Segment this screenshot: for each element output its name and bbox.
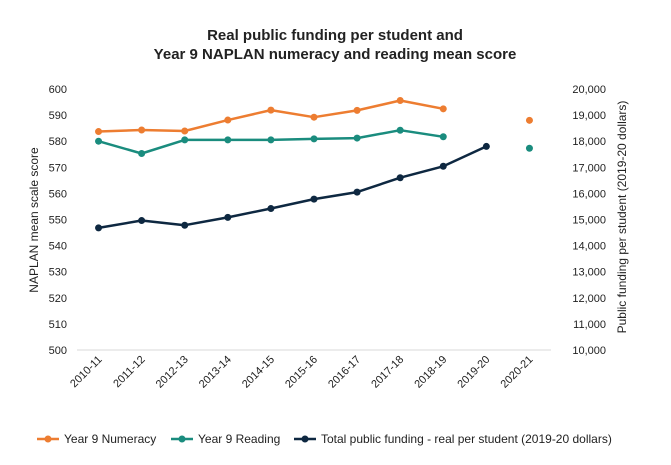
data-point-numeracy	[353, 106, 361, 114]
data-point-reading	[138, 149, 146, 157]
y2-tick-label: 14,000	[572, 241, 606, 253]
chart-subtitle: Year 9 NAPLAN numeracy and reading mean …	[154, 46, 517, 63]
data-point-numeracy	[181, 127, 189, 135]
data-point-funding	[482, 142, 490, 150]
legend-marker-funding	[301, 435, 309, 443]
y-tick-label: 570	[49, 162, 67, 174]
series-layer	[95, 96, 533, 232]
y2-tick-label: 18,000	[572, 136, 606, 148]
x-tick-label: 2014-15	[240, 354, 277, 391]
y-tick-label: 590	[49, 110, 67, 122]
y-tick-label: 560	[49, 188, 67, 200]
legend-label-reading: Year 9 Reading	[198, 432, 280, 446]
y2-tick-label: 12,000	[572, 293, 606, 305]
data-point-reading	[95, 137, 103, 145]
y2-tick-label: 20,000	[572, 84, 606, 96]
y-tick-label: 500	[49, 345, 67, 357]
y-tick-label: 600	[49, 84, 67, 96]
data-point-numeracy	[224, 116, 232, 124]
data-point-funding	[353, 188, 361, 196]
data-point-reading	[224, 136, 232, 144]
data-point-numeracy	[95, 128, 103, 136]
data-point-numeracy	[310, 113, 318, 121]
legend-marker-numeracy	[44, 435, 52, 443]
data-point-reading	[525, 144, 533, 152]
x-tick-label: 2019-20	[455, 354, 492, 391]
legend-item-numeracy: Year 9 Numeracy	[37, 432, 156, 446]
y2-tick-label: 16,000	[572, 188, 606, 200]
data-point-funding	[181, 221, 189, 229]
legend: Year 9 Numeracy Year 9 Reading Total pub…	[37, 432, 612, 446]
y-tick-label: 530	[49, 267, 67, 279]
data-point-funding	[95, 224, 103, 232]
y2-axis-label: Public funding per student (2019-20 doll…	[615, 101, 629, 334]
legend-item-funding: Total public funding - real per student …	[294, 432, 612, 446]
y2-tick-label: 19,000	[572, 110, 606, 122]
data-point-reading	[396, 126, 404, 134]
x-tick-label: 2013-14	[197, 354, 234, 391]
y2-tick-label: 17,000	[572, 162, 606, 174]
y-tick-label: 510	[49, 319, 67, 331]
data-point-funding	[267, 205, 275, 213]
x-tick-label: 2012-13	[154, 354, 191, 391]
data-point-funding	[138, 217, 146, 225]
data-point-numeracy	[396, 96, 404, 104]
data-point-numeracy	[525, 116, 533, 124]
data-point-numeracy	[138, 126, 146, 134]
data-point-reading	[267, 136, 275, 144]
series-line-numeracy	[98, 99, 444, 133]
chart-title: Real public funding per student and	[207, 27, 463, 44]
y-tick-label: 580	[49, 136, 67, 148]
data-point-reading	[439, 133, 447, 141]
x-tick-label: 2011-12	[111, 354, 147, 390]
data-point-funding	[396, 174, 404, 182]
y2-tick-label: 11,000	[573, 319, 606, 331]
legend-label-numeracy: Year 9 Numeracy	[64, 432, 156, 446]
y2-tick-label: 10,000	[572, 345, 606, 357]
y-tick-label: 550	[49, 215, 67, 227]
data-point-reading	[310, 135, 318, 143]
data-point-numeracy	[439, 105, 447, 113]
y-axis-label: NAPLAN mean scale score	[27, 147, 41, 293]
data-point-reading	[181, 136, 189, 144]
data-point-numeracy	[267, 106, 275, 114]
legend-item-reading: Year 9 Reading	[171, 432, 280, 446]
data-point-funding	[224, 213, 232, 221]
x-axis-ticks: 2010-11 2011-12 2012-13 2013-14 2014-15 2015-…	[68, 354, 535, 391]
y-tick-label: 540	[49, 241, 67, 253]
series-line-funding	[98, 145, 487, 230]
data-point-reading	[353, 134, 361, 142]
data-point-funding	[310, 195, 318, 203]
x-tick-label: 2017-18	[369, 354, 406, 391]
x-tick-label: 2016-17	[326, 354, 363, 391]
y2-axis-ticks: 10,000 11,000 12,000 13,000 14,000 15,000 16,0…	[572, 84, 606, 357]
legend-marker-reading	[178, 435, 186, 443]
y2-tick-label: 13,000	[572, 267, 606, 279]
legend-label-funding: Total public funding - real per student …	[321, 432, 612, 446]
y-axis-ticks: 500 510 520 530 540 550 560 570 580 590 600	[49, 84, 67, 357]
y-tick-label: 520	[49, 293, 67, 305]
x-tick-label: 2020-21	[499, 354, 536, 391]
x-tick-label: 2018-19	[412, 354, 449, 391]
x-tick-label: 2015-16	[283, 354, 320, 391]
x-tick-label: 2010-11	[68, 354, 104, 390]
data-point-funding	[439, 162, 447, 170]
y2-tick-label: 15,000	[572, 215, 606, 227]
